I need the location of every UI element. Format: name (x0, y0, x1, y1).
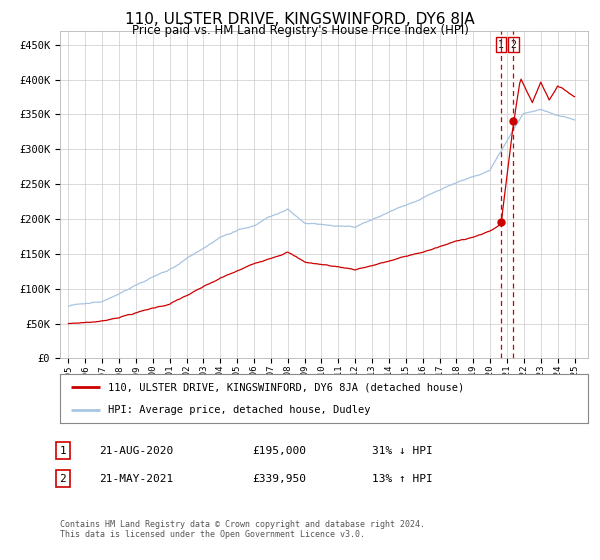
Text: Price paid vs. HM Land Registry's House Price Index (HPI): Price paid vs. HM Land Registry's House … (131, 24, 469, 36)
Text: £339,950: £339,950 (252, 474, 306, 484)
Text: HPI: Average price, detached house, Dudley: HPI: Average price, detached house, Dudl… (107, 405, 370, 416)
Text: 13% ↑ HPI: 13% ↑ HPI (372, 474, 433, 484)
Text: 110, ULSTER DRIVE, KINGSWINFORD, DY6 8JA (detached house): 110, ULSTER DRIVE, KINGSWINFORD, DY6 8JA… (107, 382, 464, 393)
Text: £195,000: £195,000 (252, 446, 306, 456)
Text: 2: 2 (59, 474, 67, 484)
Text: 2: 2 (511, 40, 517, 50)
Text: 1: 1 (59, 446, 67, 456)
Text: 21-MAY-2021: 21-MAY-2021 (99, 474, 173, 484)
Text: 1: 1 (498, 40, 504, 50)
Text: Contains HM Land Registry data © Crown copyright and database right 2024.
This d: Contains HM Land Registry data © Crown c… (60, 520, 425, 539)
Text: 21-AUG-2020: 21-AUG-2020 (99, 446, 173, 456)
Text: 110, ULSTER DRIVE, KINGSWINFORD, DY6 8JA: 110, ULSTER DRIVE, KINGSWINFORD, DY6 8JA (125, 12, 475, 27)
Text: 31% ↓ HPI: 31% ↓ HPI (372, 446, 433, 456)
